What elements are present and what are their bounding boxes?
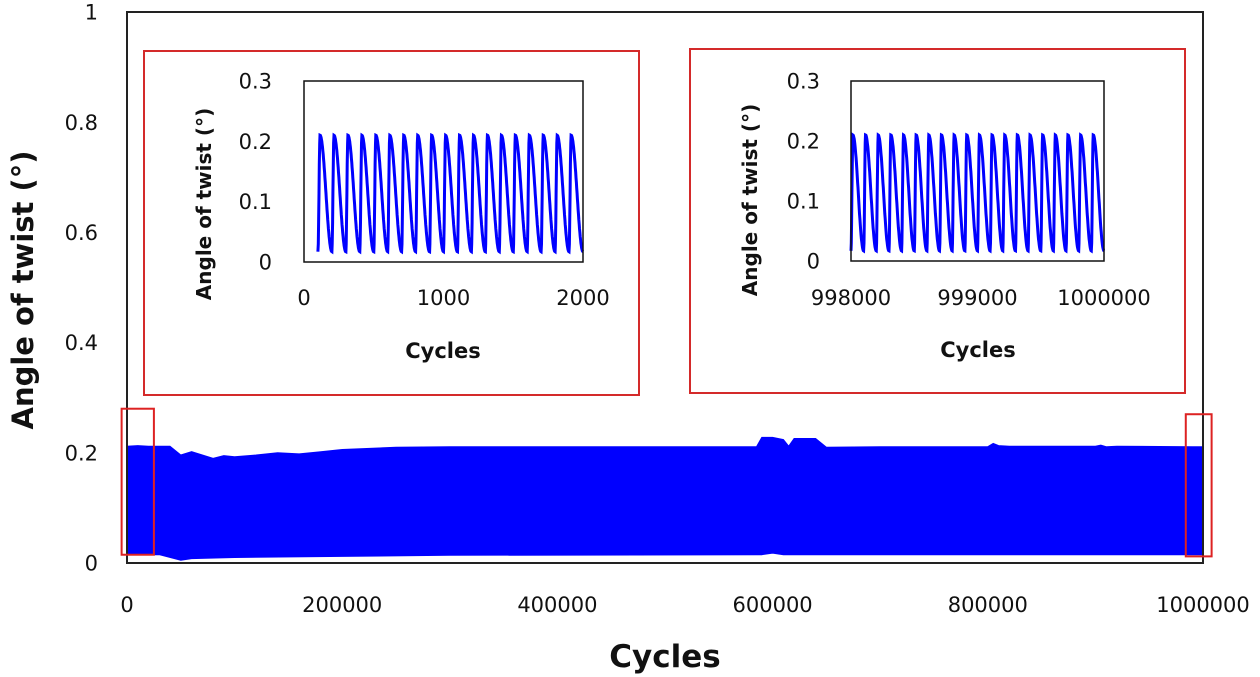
inset-left-x-tick-label: 1000 <box>417 286 470 310</box>
main-highlight-boxes <box>120 407 1213 558</box>
highlight-box-end <box>1184 413 1213 558</box>
main-y-tick-label: 0.4 <box>65 331 98 355</box>
inset-left-series-line <box>316 132 585 255</box>
inset-right-y-tick-label: 0.1 <box>787 190 820 214</box>
main-series <box>126 436 1204 561</box>
main-series-band <box>126 436 1204 561</box>
main-x-axis-title: Cycles <box>609 639 720 675</box>
main-y-axis-title: Angle of twist (°) <box>6 150 40 429</box>
main-y-tick-label: 0.8 <box>65 111 98 135</box>
inset-right: 0 0.1 0.2 0.3 998000 999000 1000000 Cycles An… <box>689 48 1186 394</box>
main-y-ticks: 0 0.2 0.4 0.6 0.8 1 <box>65 1 98 576</box>
inset-left-series <box>316 132 585 255</box>
inset-right-y-ticks: 0 0.1 0.2 0.3 <box>787 70 820 274</box>
main-x-tick-label: 600000 <box>733 593 813 617</box>
inset-left: 0 0.1 0.2 0.3 0 1000 2000 Cycles Angle of twi… <box>143 50 640 396</box>
inset-right-x-ticks: 998000 999000 1000000 <box>811 286 1151 310</box>
main-y-tick-label: 0.6 <box>65 221 98 245</box>
inset-right-y-tick-label: 0.2 <box>787 130 820 154</box>
highlight-box-start <box>120 407 155 556</box>
main-x-ticks: 0 200000 400000 600000 800000 1000000 <box>120 593 1249 617</box>
main-x-tick-label: 0 <box>120 593 133 617</box>
inset-right-series-line <box>849 132 1106 254</box>
inset-right-x-tick-label: 1000000 <box>1057 286 1151 310</box>
inset-left-x-axis-title: Cycles <box>405 339 481 363</box>
main-y-tick-label: 1 <box>85 1 98 25</box>
inset-left-y-tick-label: 0 <box>259 251 272 275</box>
main-x-tick-label: 800000 <box>948 593 1028 617</box>
main-x-tick-label: 1000000 <box>1156 593 1250 617</box>
inset-right-y-axis-title: Angle of twist (°) <box>738 104 762 296</box>
inset-left-plot-frame <box>303 80 584 263</box>
inset-right-series <box>849 132 1106 254</box>
inset-left-x-tick-label: 2000 <box>556 286 609 310</box>
main-plot-frame <box>126 11 1204 564</box>
inset-left-y-tick-label: 0.3 <box>239 70 272 94</box>
main-y-tick-label: 0 <box>85 552 98 576</box>
inset-left-x-tick-label: 0 <box>297 286 310 310</box>
main-x-tick-label: 400000 <box>517 593 597 617</box>
main-plot: 00.20.40.60.81 0 200000 400000 600000 800000… <box>6 1 1250 675</box>
inset-left-y-tick-label: 0.2 <box>239 130 272 154</box>
inset-right-y-tick-label: 0 <box>807 250 820 274</box>
inset-left-y-tick-label: 0.1 <box>239 190 272 214</box>
inset-right-y-tick-label: 0.3 <box>787 70 820 94</box>
inset-right-x-tick-label: 999000 <box>937 286 1017 310</box>
inset-right-plot-frame <box>850 80 1105 262</box>
inset-left-y-axis-title: Angle of twist (°) <box>192 108 216 300</box>
main-y-tick-label: 0.2 <box>65 441 98 465</box>
inset-right-x-tick-label: 998000 <box>811 286 891 310</box>
inset-right-x-axis-title: Cycles <box>940 338 1016 362</box>
inset-left-y-ticks: 0 0.1 0.2 0.3 <box>239 70 272 275</box>
inset-right-border <box>689 48 1186 394</box>
inset-left-x-ticks: 0 1000 2000 <box>297 286 609 310</box>
main-x-tick-label: 200000 <box>302 593 382 617</box>
